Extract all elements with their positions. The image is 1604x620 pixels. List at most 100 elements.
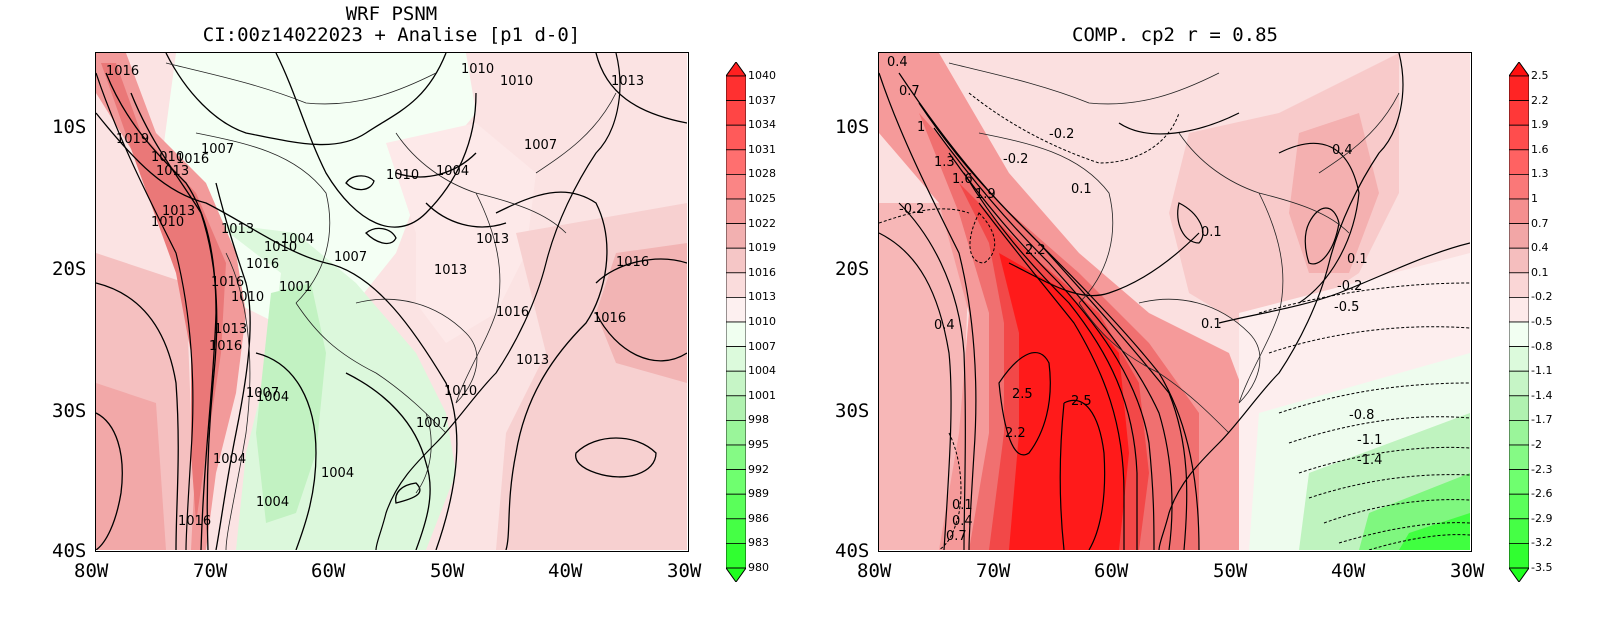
left-ytick-20s: 20S [52,258,87,280]
left-colorbar-label: 1028 [748,167,776,181]
contour-label: 1007 [416,416,449,431]
left-colorbar-box [725,223,747,249]
contour-label: 1.3 [934,155,955,170]
right-colorbar-label: -0.8 [1531,339,1553,353]
contour-label: 1007 [334,250,367,265]
right-xtick-30w: 30W [1450,560,1485,582]
right-colorbar-label: -1.1 [1531,364,1553,378]
left-colorbar-box [725,542,747,569]
left-ytick-30s: 30S [52,400,87,422]
left-colorbar-box [725,247,747,274]
contour-label: 1010 [151,215,184,230]
contour-label: 1004 [281,232,314,247]
contour-label: 1013 [156,164,189,179]
left-colorbar-arrow-top [725,61,747,77]
left-colorbar-label: 1010 [748,315,776,328]
right-contour-labels: 0.4 0.7 1 1.3 1.6 1.9 -0.2 -0.2 -0.2 0.1… [887,55,1382,544]
right-colorbar-box [1508,272,1530,298]
left-xtick-60w: 60W [311,560,346,582]
contour-label: 1007 [201,142,234,157]
contour-label: 0.4 [1332,143,1353,158]
right-colorbar-arrow-top [1508,61,1530,77]
right-map: 0.4 0.7 1 1.3 1.6 1.9 -0.2 -0.2 -0.2 0.1… [878,52,1472,552]
left-contour-labels: 1016 1019 1013 1010 1007 1004 1001 1016 … [106,62,649,529]
right-xtick-70w: 70W [976,560,1011,582]
right-colorbar-box [1508,75,1530,102]
left-colorbar-label: 995 [748,438,769,451]
left-ytick-40s: 40S [52,540,87,562]
right-colorbar-label: 2.5 [1531,69,1549,82]
left-colorbar-label: 998 [748,413,769,427]
right-colorbar-box [1508,149,1530,175]
left-title-line1: WRF PSNM [345,3,438,25]
left-colorbar-label: 1022 [748,216,776,230]
contour-label: 1013 [611,74,644,89]
right-field-brazil-inner [1289,113,1379,273]
left-borders [165,62,617,550]
left-colorbar-label: 983 [748,536,769,550]
left-colorbar-box [725,493,747,520]
contour-label: 1001 [279,280,312,295]
contour-label: -0.2 [899,202,924,217]
contour-label: 0.1 [1201,225,1222,240]
contour-label: 1013 [221,222,254,237]
contour-label: 1010 [444,384,477,399]
right-colorbar-box [1508,296,1530,323]
left-colorbar-label: 1037 [748,93,776,107]
right-field-max [999,253,1129,550]
right-colorbar-label: -1.7 [1531,413,1553,427]
left-colorbar-box [725,419,747,446]
right-borders [948,62,1400,434]
right-colorbar-box [1508,419,1530,446]
right-colorbar-label: -3.5 [1531,561,1553,574]
right-ytick-20s: 20S [835,258,870,280]
contour-label: 1016 [211,275,244,290]
left-colorbar-box [725,469,747,495]
contour-label: 1007 [246,386,279,401]
contour-label: 1013 [434,263,467,278]
right-colorbar-box [1508,100,1530,126]
right-colorbar-box [1508,370,1530,397]
contour-label: 1004 [213,452,246,467]
left-colorbar-arrow-bottom [725,567,747,583]
contour-label: 1016 [178,514,211,529]
left-colorbar-box [725,272,747,298]
left-colorbar-label: 992 [748,462,769,476]
left-colorbar-label: 1040 [748,69,776,82]
contour-label: 1016 [176,152,209,167]
contour-label: -0.5 [1334,300,1359,315]
left-xtick-50w: 50W [430,560,465,582]
contour-label: 1.6 [952,172,973,187]
right-colorbar-label: -0.2 [1531,290,1553,304]
right-colorbar: 2.5 2.2 1.9 1.6 1.3 1 0.7 0.4 0.1 -0.2 -0.5 -0.8 -1.… [1508,61,1599,583]
contour-label: 0.4 [887,55,908,70]
left-xtick-70w: 70W [193,560,228,582]
right-negative-contours [879,92,1470,550]
contour-label: 1016 [246,257,279,272]
contour-label: 1016 [209,339,242,354]
left-colorbar-label: 980 [748,561,769,574]
right-colorbar-label: 0.7 [1531,216,1549,230]
right-colorbar-label: 1.6 [1531,142,1549,156]
right-colorbar-label: 1 [1531,192,1538,205]
left-xtick-30w: 30W [667,560,702,582]
contour-label: 0.7 [946,529,967,544]
left-colorbar-box [725,321,747,348]
contour-label: 2.2 [1005,426,1026,441]
left-map: 1016 1019 1013 1010 1007 1004 1001 1016 … [95,52,689,552]
contour-label: 2.2 [1025,243,1046,258]
contour-label: 1013 [162,204,195,219]
left-colorbar-label: 1031 [748,142,776,156]
contour-label: 0.1 [1071,182,1092,197]
right-colorbar-box [1508,395,1530,421]
contour-label: 2.5 [1012,387,1033,402]
left-colorbar-label: 1019 [748,241,776,255]
left-colorbar-label: 1013 [748,290,776,304]
contour-label: 0.1 [1201,317,1222,332]
left-coastline [96,53,621,550]
left-ytick-10s: 10S [52,116,87,138]
contour-label: -0.2 [1337,279,1362,294]
right-title: COMP. cp2 r = 0.85 [1072,24,1278,46]
right-colorbar-label: -2 [1531,438,1542,451]
contour-label: 1016 [593,311,626,326]
